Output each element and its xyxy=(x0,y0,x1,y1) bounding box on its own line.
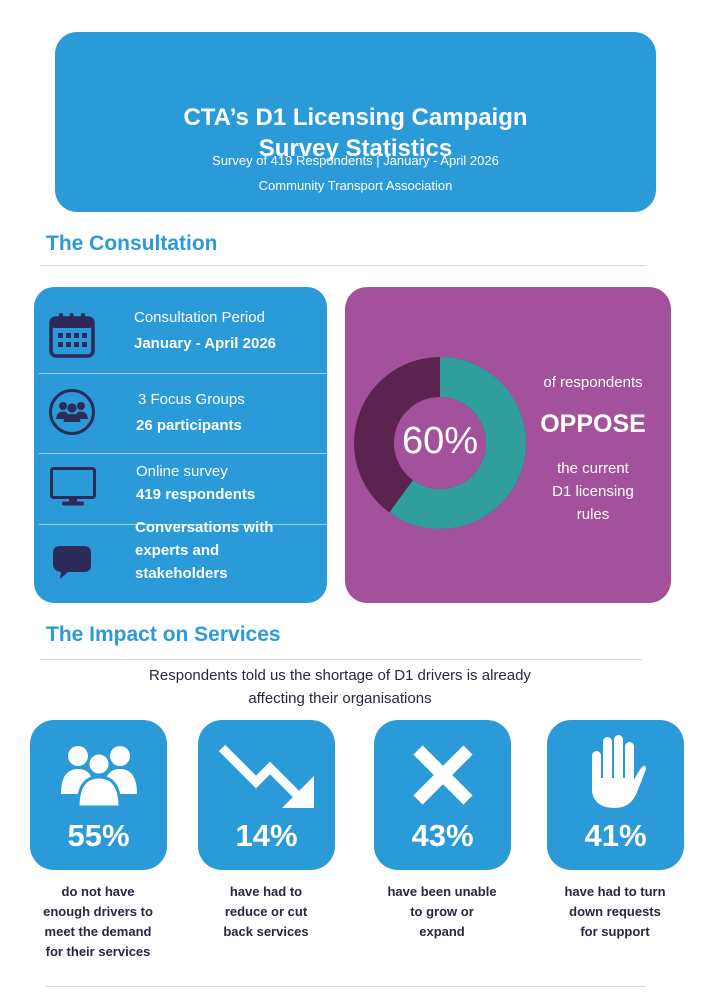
oppose-rules-line-3: rules xyxy=(576,506,610,523)
caption-line: enough drivers to xyxy=(43,904,153,919)
impact-percent-grow: 43% xyxy=(411,818,474,853)
impact-card-reduce: 14% xyxy=(198,720,335,870)
consultation-panel: Consultation Period January - April 2026… xyxy=(34,287,327,603)
caption-line: down requests xyxy=(569,904,661,919)
caption-line: reduce or cut xyxy=(224,904,308,919)
impact-divider xyxy=(40,659,642,660)
conversations-text: Conversations with experts and stakehold… xyxy=(135,516,310,585)
people-icon xyxy=(48,388,96,441)
caption-line: to grow or xyxy=(410,904,474,919)
conversations-line-3: stakeholders xyxy=(135,565,228,582)
monitor-icon xyxy=(50,467,96,512)
cross-icon xyxy=(374,742,511,808)
consultation-heading: The Consultation xyxy=(46,232,218,255)
conversations-line-2: experts and xyxy=(135,542,220,559)
consultation-divider xyxy=(40,265,646,266)
impact-percent-support: 41% xyxy=(584,818,647,853)
caption-line: meet the demand xyxy=(44,924,152,939)
caption-line: for support xyxy=(580,924,650,939)
online-survey-respondents: 419 respondents xyxy=(136,486,256,503)
oppose-stat-panel: 60% of respondents OPPOSE the current D1… xyxy=(345,287,671,603)
title-line-1: CTA’s D1 Licensing Campaign xyxy=(183,104,528,131)
impact-intro-line-2: affecting their organisations xyxy=(248,690,432,707)
row-divider xyxy=(39,524,327,525)
impact-percent-reduce: 14% xyxy=(235,818,298,853)
caption-line: for their services xyxy=(45,944,151,959)
consultation-row-online-survey: Online survey 419 respondents xyxy=(34,454,327,525)
impact-caption-reduce: have had to reduce or cut back services xyxy=(191,882,341,942)
consultation-period-value: January - April 2026 xyxy=(134,335,277,352)
caption-line: expand xyxy=(419,924,465,939)
online-survey-label: Online survey xyxy=(136,463,228,480)
caption-line: have been unable xyxy=(387,884,497,899)
impact-card-support: 41% xyxy=(547,720,684,870)
consultation-row-focus-groups: 3 Focus Groups 26 participants xyxy=(34,374,327,454)
impact-intro-line-1: Respondents told us the shortage of D1 d… xyxy=(149,667,531,684)
impact-card-grow: 43% xyxy=(374,720,511,870)
consultation-period-label: Consultation Period xyxy=(134,309,265,326)
impact-percent-drivers: 55% xyxy=(67,818,130,853)
conversations-line-1: Conversations with xyxy=(135,519,274,536)
footer-divider xyxy=(46,986,646,987)
consultation-row-period: Consultation Period January - April 2026 xyxy=(34,287,327,374)
oppose-of-respondents: of respondents xyxy=(543,374,643,391)
caption-line: do not have xyxy=(61,884,135,899)
impact-intro: Respondents told us the shortage of D1 d… xyxy=(70,664,610,710)
speech-bubble-icon xyxy=(52,544,92,585)
oppose-rules-line-1: the current xyxy=(557,460,629,477)
caption-line: have had to xyxy=(229,884,303,899)
caption-line: have had to turn xyxy=(564,884,666,899)
focus-groups-participants: 26 participants xyxy=(136,417,242,434)
focus-groups-label: 3 Focus Groups xyxy=(138,391,245,408)
title-line-2: Survey Statistics xyxy=(258,135,453,162)
impact-heading: The Impact on Services xyxy=(46,623,281,646)
header-banner: CTA’s D1 Licensing Campaign Survey Stati… xyxy=(55,32,656,212)
trend-down-icon xyxy=(198,742,335,810)
impact-caption-grow: have been unable to grow or expand xyxy=(367,882,517,942)
organisation-name: Community Transport Association xyxy=(258,178,453,193)
survey-subtitle: Survey of 419 Respondents | January - Ap… xyxy=(212,153,499,168)
impact-caption-drivers: do not have enough drivers to meet the d… xyxy=(23,882,173,962)
page-title: CTA’s D1 Licensing Campaign Survey Stati… xyxy=(55,102,656,164)
group-icon xyxy=(30,742,167,808)
oppose-emphasis: OPPOSE xyxy=(540,410,646,438)
hand-stop-icon xyxy=(547,734,684,810)
row-divider xyxy=(39,373,327,374)
oppose-donut-chart xyxy=(354,357,526,529)
calendar-icon xyxy=(48,311,96,364)
oppose-percent: 60% xyxy=(401,420,479,462)
consultation-row-conversations: Conversations with experts and stakehold… xyxy=(34,519,327,603)
oppose-rules-line-2: D1 licensing xyxy=(552,483,634,500)
impact-card-drivers: 55% xyxy=(30,720,167,870)
impact-caption-support: have had to turn down requests for suppo… xyxy=(540,882,690,942)
row-divider xyxy=(39,453,327,454)
donut-fill-segment xyxy=(354,357,526,529)
caption-line: back services xyxy=(223,924,309,939)
oppose-rules-text: the current D1 licensing rules xyxy=(525,457,661,526)
